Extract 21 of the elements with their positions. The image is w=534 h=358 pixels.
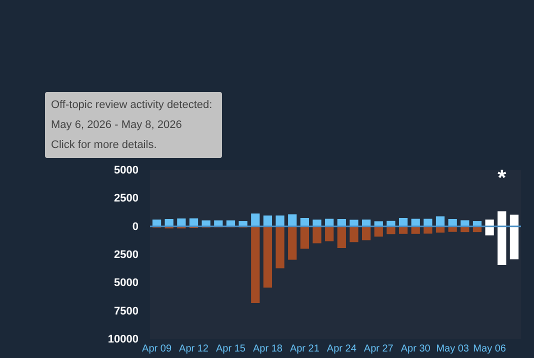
x-tick-label: May 03 xyxy=(436,344,470,354)
x-tick-label: Apr 09 xyxy=(142,344,172,354)
y-tick-label: 7500 xyxy=(114,305,138,318)
y-tick-label: 10000 xyxy=(108,334,138,346)
x-tick-label: Apr 21 xyxy=(290,344,320,354)
text: Click for more details. xyxy=(51,139,157,151)
annotation: * xyxy=(498,165,507,190)
y-tick-label: 5000 xyxy=(114,277,138,290)
y-tick-label: 2500 xyxy=(114,192,138,205)
x-tick-label: Apr 27 xyxy=(364,344,394,354)
x-tick-label: May 06 xyxy=(473,344,506,354)
y-tick-label: 5000 xyxy=(114,164,138,176)
x-tick-label: Apr 30 xyxy=(400,344,431,354)
text: Off-topic review activity detected: xyxy=(51,99,212,111)
text: May 6, 2026 - May 8, 2026 xyxy=(51,119,182,131)
y-tick-label: 0 xyxy=(132,220,138,233)
y-tick-label: 2500 xyxy=(114,249,138,261)
x-tick-label: Apr 18 xyxy=(252,344,283,354)
x-tick-label: Apr 24 xyxy=(326,344,357,354)
x-tick-label: Apr 12 xyxy=(179,344,209,354)
x-tick-label: Apr 15 xyxy=(216,344,246,354)
